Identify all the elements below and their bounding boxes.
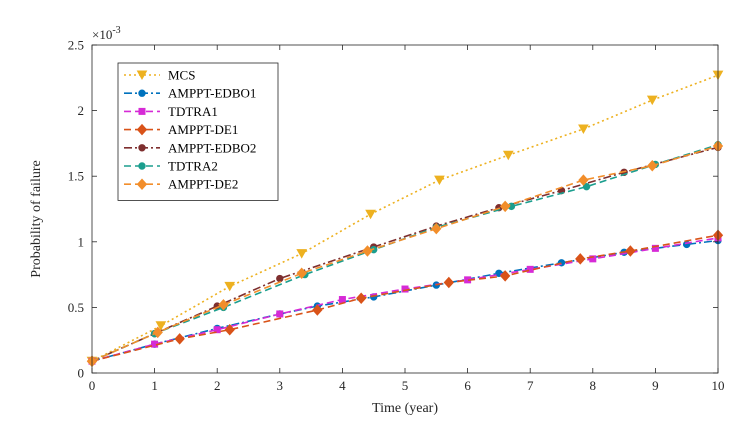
- data-point: [218, 299, 229, 311]
- legend-item: AMPPT-DE1: [124, 122, 238, 137]
- legend-item: TDTRA1: [124, 104, 218, 119]
- legend-label: TDTRA2: [168, 159, 218, 174]
- data-point: [625, 245, 636, 257]
- legend: MCS AMPPT-EDBO1 TDTRA1 AMPPT-DE1 AMPPT-EDBO2…: [117, 62, 279, 201]
- y-tick-label: 1: [78, 234, 85, 249]
- data-point: [365, 209, 376, 220]
- data-point: [296, 267, 307, 280]
- legend-item: AMPPT-DE2: [124, 177, 238, 192]
- y-axis-title: Probability of failure: [29, 160, 44, 277]
- data-point: [646, 95, 658, 106]
- data-point: [213, 326, 221, 334]
- data-point: [224, 281, 236, 292]
- legend-label: AMPPT-DE2: [168, 177, 238, 192]
- legend-label: AMPPT-EDBO1: [168, 86, 256, 101]
- data-point: [502, 150, 514, 161]
- legend-swatch-marker: [138, 107, 146, 115]
- data-point: [174, 333, 185, 345]
- y-tick-label: 0: [78, 366, 85, 381]
- series-2: [88, 234, 722, 365]
- data-point: [431, 222, 442, 235]
- legend-label: TDTRA1: [168, 104, 218, 119]
- legend-label: AMPPT-DE1: [168, 122, 238, 137]
- series-0: [86, 70, 724, 367]
- x-axis-title: Time (year): [372, 401, 438, 416]
- data-point: [338, 296, 346, 304]
- x-tick-label: 4: [339, 378, 346, 393]
- x-tick-label: 9: [652, 378, 659, 393]
- legend-swatch-marker: [136, 70, 148, 81]
- x-tick-label: 5: [402, 378, 409, 393]
- data-point: [443, 276, 454, 289]
- data-point: [276, 274, 284, 283]
- data-point: [356, 292, 367, 304]
- data-point: [578, 124, 589, 134]
- x-tick-label: 1: [151, 378, 158, 393]
- x-tick-label: 10: [712, 378, 725, 393]
- data-point: [647, 159, 658, 172]
- data-point: [362, 245, 373, 257]
- data-point: [499, 270, 511, 282]
- x-tick-label: 2: [214, 378, 221, 393]
- x-tick-label: 6: [464, 378, 471, 393]
- legend-item: AMPPT-EDBO2: [124, 140, 256, 155]
- series-line: [91, 145, 719, 362]
- y-tick-label: 2: [78, 103, 85, 118]
- data-point: [575, 253, 586, 265]
- data-point: [152, 326, 163, 339]
- y-axis-exponent-base: ×10: [92, 27, 112, 42]
- data-point: [578, 174, 589, 186]
- ticks-layer: 0 1 2 3 4 5 6 7 8 9 10 0 0.5 1 1.5 2 2.5: [68, 38, 725, 394]
- data-point: [582, 182, 591, 191]
- data-point: [296, 249, 308, 259]
- y-tick-label: 2.5: [68, 38, 84, 53]
- series-layer: [86, 70, 724, 367]
- legend-swatch-marker: [138, 89, 146, 97]
- x-tick-label: 0: [89, 378, 96, 393]
- data-point: [651, 244, 659, 252]
- x-tick-label: 3: [277, 378, 284, 393]
- legend-label: MCS: [168, 68, 195, 83]
- series-line: [91, 234, 719, 362]
- legend-label: AMPPT-EDBO2: [168, 140, 256, 155]
- y-axis-exponent-power: -3: [112, 25, 120, 36]
- legend-swatch-marker: [136, 178, 148, 190]
- data-point: [224, 323, 235, 336]
- data-point: [589, 255, 597, 263]
- data-point: [499, 200, 511, 213]
- data-point: [312, 304, 323, 316]
- legend-swatch-marker: [138, 144, 146, 152]
- legend-item: MCS: [124, 68, 195, 83]
- legend-item: AMPPT-EDBO1: [124, 86, 256, 101]
- legend-swatch-marker: [136, 123, 148, 136]
- y-tick-label: 0.5: [68, 300, 84, 315]
- x-tick-label: 8: [590, 378, 597, 393]
- legend-swatch-marker: [138, 162, 146, 170]
- legend-item: TDTRA2: [124, 159, 218, 174]
- data-point: [434, 175, 445, 186]
- data-point: [155, 321, 167, 331]
- y-tick-label: 1.5: [68, 169, 84, 184]
- y-axis-exponent: ×10-3: [92, 25, 121, 42]
- x-tick-label: 7: [527, 378, 534, 393]
- data-point: [276, 310, 284, 318]
